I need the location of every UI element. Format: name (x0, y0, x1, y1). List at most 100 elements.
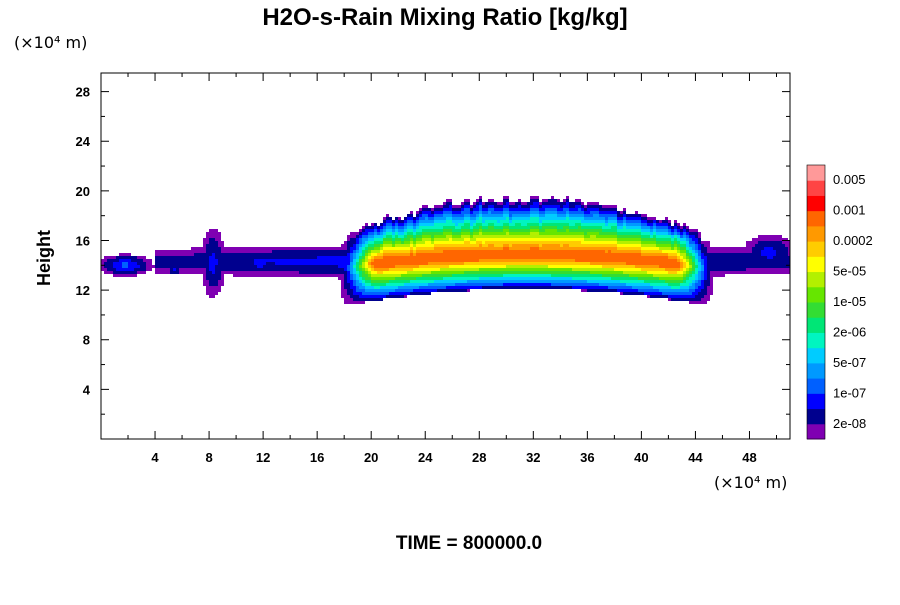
contour-cell (233, 259, 236, 262)
contour-cell (359, 250, 362, 253)
contour-cell (431, 229, 434, 232)
contour-cell (413, 271, 416, 274)
contour-cell (626, 283, 629, 286)
contour-cell (557, 226, 560, 229)
contour-cell (509, 211, 512, 214)
contour-cell (563, 238, 566, 241)
contour-cell (518, 259, 521, 262)
contour-cell (176, 265, 179, 268)
contour-cell (611, 232, 614, 235)
contour-cell (356, 277, 359, 280)
contour-cell (179, 250, 182, 253)
contour-cell (449, 238, 452, 241)
contour-cell (770, 250, 773, 253)
contour-cell (212, 274, 215, 277)
contour-cell (212, 247, 215, 250)
contour-cell (287, 259, 290, 262)
contour-cell (635, 265, 638, 268)
contour-cell (614, 271, 617, 274)
contour-cell (467, 286, 470, 289)
contour-cell (617, 289, 620, 292)
contour-cell (335, 265, 338, 268)
contour-cell (686, 247, 689, 250)
contour-cell (737, 247, 740, 250)
contour-cell (380, 262, 383, 265)
contour-cell (473, 262, 476, 265)
contour-cell (212, 262, 215, 265)
contour-cell (656, 232, 659, 235)
contour-cell (446, 244, 449, 247)
contour-cell (752, 247, 755, 250)
contour-cell (368, 280, 371, 283)
contour-cell (407, 259, 410, 262)
contour-cell (482, 226, 485, 229)
contour-cell (545, 202, 548, 205)
contour-cell (539, 208, 542, 211)
contour-cell (692, 244, 695, 247)
contour-cell (167, 268, 170, 271)
contour-cell (233, 274, 236, 277)
contour-cell (698, 244, 701, 247)
contour-cell (440, 220, 443, 223)
contour-cell (428, 208, 431, 211)
contour-cell (575, 286, 578, 289)
contour-cell (239, 265, 242, 268)
contour-cell (503, 253, 506, 256)
contour-cell (536, 232, 539, 235)
contour-cell (329, 274, 332, 277)
contour-cell (173, 250, 176, 253)
contour-cell (470, 229, 473, 232)
contour-cell (443, 277, 446, 280)
contour-cell (593, 220, 596, 223)
contour-cell (464, 202, 467, 205)
contour-cell (704, 241, 707, 244)
contour-cell (740, 247, 743, 250)
contour-cell (557, 286, 560, 289)
contour-cell (173, 256, 176, 259)
contour-cell (380, 292, 383, 295)
contour-cell (344, 244, 347, 247)
contour-cell (329, 262, 332, 265)
contour-cell (374, 298, 377, 301)
contour-cell (620, 214, 623, 217)
contour-cell (743, 259, 746, 262)
contour-cell (668, 235, 671, 238)
contour-cell (497, 214, 500, 217)
contour-cell (341, 247, 344, 250)
contour-cell (392, 244, 395, 247)
contour-cell (362, 289, 365, 292)
contour-cell (428, 235, 431, 238)
contour-cell (590, 280, 593, 283)
contour-cell (485, 235, 488, 238)
contour-cell (392, 286, 395, 289)
contour-cell (689, 271, 692, 274)
contour-cell (668, 265, 671, 268)
contour-cell (518, 250, 521, 253)
contour-cell (314, 271, 317, 274)
contour-cell (566, 205, 569, 208)
contour-cell (551, 241, 554, 244)
contour-cell (407, 271, 410, 274)
contour-cell (575, 259, 578, 262)
contour-cell (584, 256, 587, 259)
contour-cell (254, 271, 257, 274)
contour-cell (443, 268, 446, 271)
contour-cell (344, 280, 347, 283)
contour-cell (443, 289, 446, 292)
contour-cell (635, 262, 638, 265)
contour-cell (377, 283, 380, 286)
contour-cell (212, 292, 215, 295)
contour-cell (452, 274, 455, 277)
contour-cell (653, 283, 656, 286)
contour-cell (554, 214, 557, 217)
contour-cell (674, 289, 677, 292)
contour-cell (707, 271, 710, 274)
contour-cell (377, 286, 380, 289)
contour-cell (530, 226, 533, 229)
contour-cell (743, 262, 746, 265)
contour-cell (407, 223, 410, 226)
contour-cell (686, 292, 689, 295)
contour-cell (662, 277, 665, 280)
contour-cell (491, 259, 494, 262)
contour-cell (107, 259, 110, 262)
